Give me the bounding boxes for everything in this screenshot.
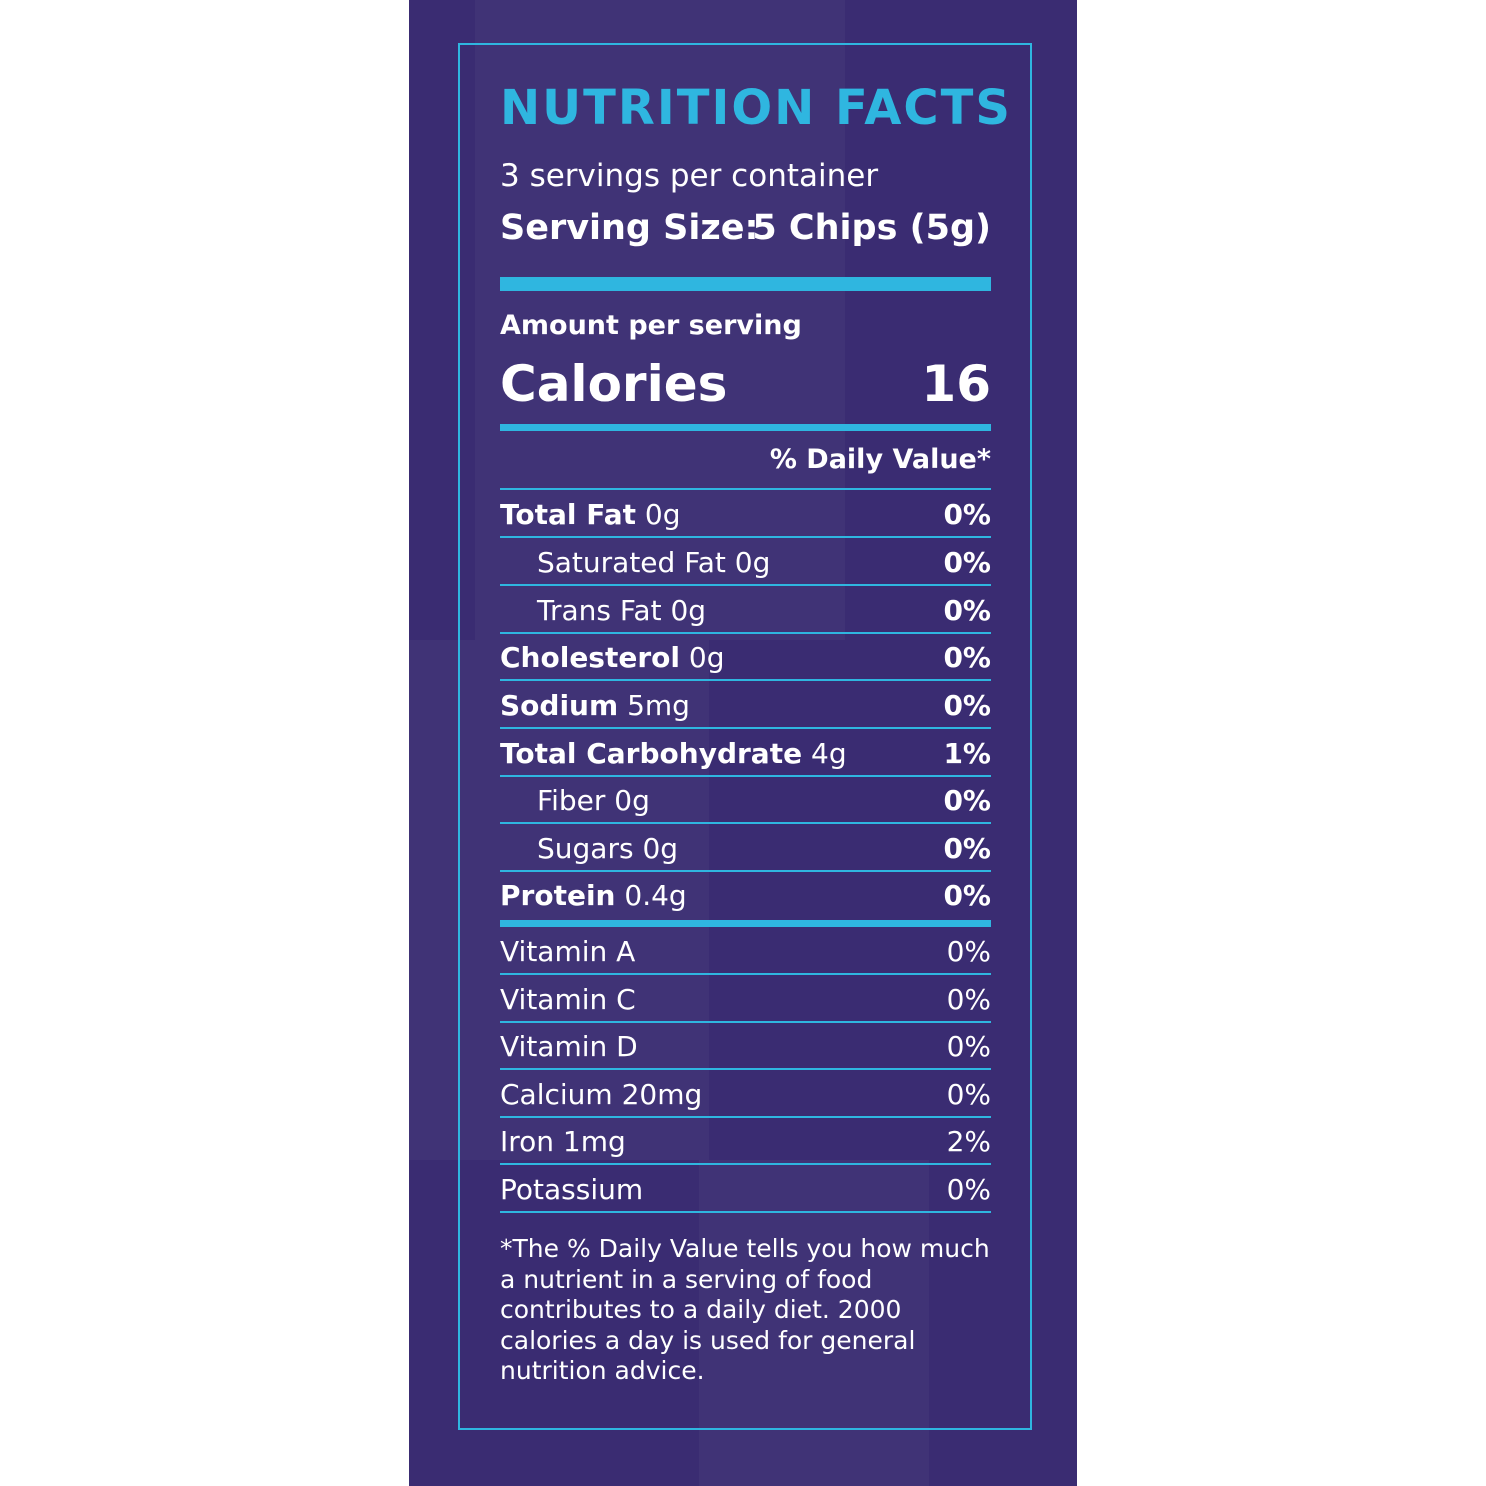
nutrient-daily-value: 0%	[943, 498, 991, 531]
vitamin-daily-value: 0%	[946, 1030, 991, 1063]
thick-divider	[500, 277, 991, 291]
vitamin-daily-value: 2%	[946, 1125, 991, 1158]
vitamin-row-iron: Iron 1mg 2%	[500, 1118, 991, 1165]
vitamin-daily-value: 0%	[946, 1078, 991, 1111]
nutrient-name: Cholesterol	[500, 641, 680, 674]
label-border	[458, 43, 1032, 1430]
nutrient-row-sugars: Sugars 0g 0%	[500, 825, 991, 872]
serving-size-label: Serving Size:	[500, 208, 759, 248]
nutrient-name: Total Carbohydrate	[500, 737, 803, 770]
vitamin-row-calcium: Calcium 20mg 0%	[500, 1071, 991, 1118]
vitamin-daily-value: 0%	[946, 983, 991, 1016]
nutrient-amount: 5mg	[627, 689, 690, 722]
daily-value-header: % Daily Value*	[769, 444, 991, 475]
calories-row: Calories 16	[500, 352, 991, 416]
nutrient-row-cholesterol: Cholesterol 0g 0%	[500, 634, 991, 681]
vitamin-row-potassium: Potassium 0%	[500, 1166, 991, 1213]
medium-divider	[500, 920, 991, 927]
amount-per-serving: Amount per serving	[500, 310, 802, 341]
nutrient-row-total-fat: Total Fat 0g 0%	[500, 491, 991, 538]
nutrient-amount: 0.4g	[624, 879, 687, 912]
thin-divider	[500, 488, 991, 490]
nutrient-row-trans-fat: Trans Fat 0g 0%	[500, 587, 991, 634]
calories-value: 16	[921, 355, 991, 413]
vitamin-daily-value: 0%	[946, 1173, 991, 1206]
nutrient-daily-value: 0%	[943, 641, 991, 674]
vitamin-name: Vitamin A	[500, 935, 636, 968]
vitamin-row-a: Vitamin A 0%	[500, 928, 991, 975]
nutrient-row-total-carbohydrate: Total Carbohydrate 4g 1%	[500, 730, 991, 777]
nutrient-name: Saturated Fat 0g	[537, 546, 771, 579]
serving-size: Serving Size: 5 Chips (5g)	[500, 206, 991, 250]
nutrient-name: Total Fat	[500, 498, 637, 531]
vitamin-name: Potassium	[500, 1173, 644, 1206]
nutrient-row-sodium: Sodium 5mg 0%	[500, 682, 991, 729]
label-title: NUTRITION FACTS	[500, 80, 1012, 136]
vitamin-daily-value: 0%	[946, 935, 991, 968]
servings-per-container: 3 servings per container	[500, 158, 879, 194]
calories-label: Calories	[500, 355, 728, 413]
vitamin-name: Iron 1mg	[500, 1125, 626, 1158]
nutrient-row-protein: Protein 0.4g 0%	[500, 872, 991, 919]
nutrient-daily-value: 0%	[943, 594, 991, 627]
nutrient-daily-value: 1%	[943, 737, 991, 770]
daily-value-footnote: *The % Daily Value tells you how much a …	[500, 1234, 990, 1385]
nutrient-name: Protein	[500, 879, 616, 912]
nutrient-row-fiber: Fiber 0g 0%	[500, 777, 991, 824]
nutrient-daily-value: 0%	[943, 832, 991, 865]
serving-size-value: 5 Chips (5g)	[752, 208, 991, 248]
vitamin-name: Vitamin D	[500, 1030, 638, 1063]
nutrient-row-saturated-fat: Saturated Fat 0g 0%	[500, 539, 991, 586]
vitamin-name: Vitamin C	[500, 983, 636, 1016]
nutrient-daily-value: 0%	[943, 689, 991, 722]
vitamin-row-c: Vitamin C 0%	[500, 976, 991, 1023]
nutrient-name: Fiber 0g	[537, 784, 650, 817]
nutrient-name: Sodium	[500, 689, 619, 722]
nutrient-amount: 4g	[811, 737, 847, 770]
nutrient-daily-value: 0%	[943, 784, 991, 817]
nutrient-amount: 0g	[644, 498, 681, 531]
nutrient-name: Sugars 0g	[537, 832, 679, 865]
vitamin-name: Calcium 20mg	[500, 1078, 703, 1111]
label-background	[409, 0, 1077, 1486]
nutrient-amount: 0g	[688, 641, 725, 674]
nutrient-daily-value: 0%	[943, 879, 991, 912]
nutrient-daily-value: 0%	[943, 546, 991, 579]
nutrient-name: Trans Fat 0g	[537, 594, 707, 627]
medium-divider	[500, 424, 991, 431]
vitamin-row-d: Vitamin D 0%	[500, 1023, 991, 1070]
